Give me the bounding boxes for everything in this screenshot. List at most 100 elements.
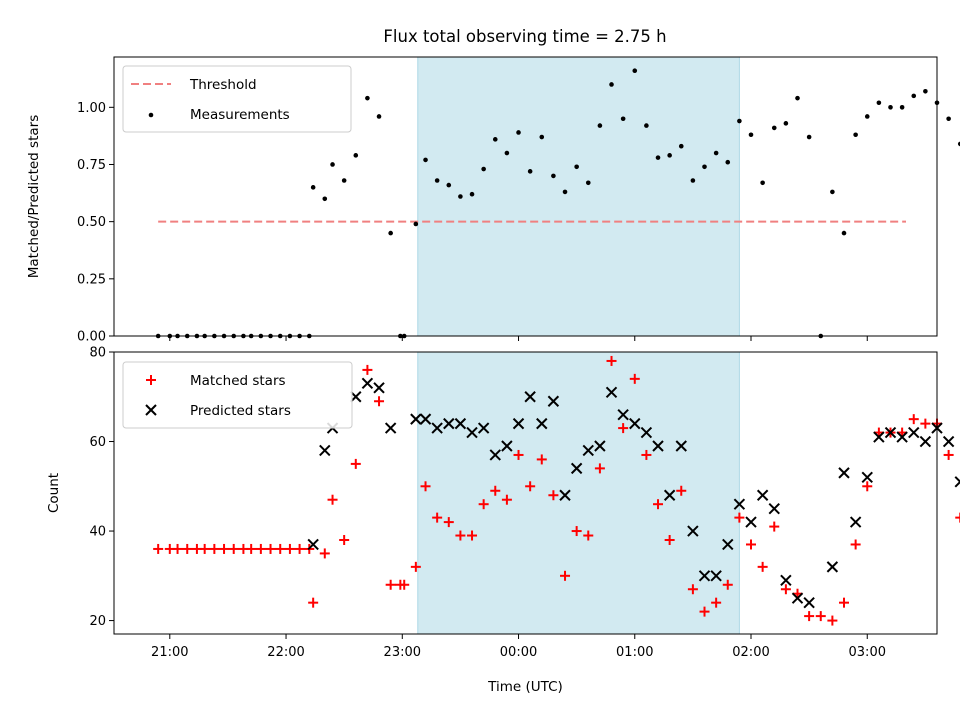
bottom-y-ticks: 20 40 60 80 [89, 346, 114, 629]
matched-star-point [908, 414, 919, 425]
measurement-point [667, 153, 672, 158]
measurement-point [481, 166, 486, 172]
predicted-star-point [884, 426, 897, 439]
matched-star-point [420, 481, 431, 492]
top-legend: Threshold Measurements [122, 65, 352, 133]
predicted-star-point [547, 395, 560, 407]
measurement-point [516, 130, 521, 135]
matched-star-point [839, 597, 850, 608]
predicted-star-point [431, 422, 443, 434]
measurement-point [446, 182, 452, 188]
figure-title: Flux total observing time = 2.75 h [383, 27, 666, 46]
predicted-star-point [733, 498, 746, 510]
matched-star-point [284, 543, 295, 554]
measurement-point [795, 95, 800, 101]
predicted-stars-points [307, 377, 960, 609]
bottom-y-axis-label: Count [46, 473, 62, 513]
measurement-point [353, 153, 359, 158]
matched-star-point [385, 579, 396, 590]
measurement-point [957, 141, 960, 147]
predicted-star-point [791, 592, 804, 604]
bottom-x-ticks: 21:00 22:00 23:00 00:00 01:00 02:00 03:00 [151, 634, 886, 660]
top-panel: 0.00 0.25 0.50 0.75 1.00 Matched/Predicted s… [26, 56, 960, 345]
matched-star-point [955, 512, 960, 523]
measurement-point [597, 123, 603, 128]
predicted-star-point [373, 382, 385, 394]
bottom-observing-window-shade [417, 351, 740, 635]
bottom-x-tick-label: 22:00 [267, 645, 304, 660]
predicted-star-point [919, 435, 932, 448]
matched-star-point [275, 543, 286, 554]
predicted-star-point [954, 476, 960, 488]
predicted-star-point [512, 417, 525, 430]
predicted-star-point [410, 413, 422, 425]
legend-threshold-label: Threshold [189, 77, 257, 93]
matched-star-point [399, 579, 410, 590]
legend-plus-marker [146, 375, 156, 385]
matched-star-point [255, 543, 266, 554]
predicted-star-point [477, 422, 490, 434]
top-y-tick-label: 0.25 [77, 272, 106, 287]
predicted-star-point [675, 440, 687, 452]
matched-star-point [815, 611, 826, 622]
predicted-star-point [896, 431, 908, 443]
measurement-point [841, 230, 847, 236]
bottom-y-tick-label: 80 [89, 346, 106, 361]
matched-star-point [618, 423, 629, 434]
predicted-star-point [687, 525, 699, 537]
predicted-star-point [629, 417, 641, 430]
top-y-tick-label: 1.00 [77, 101, 106, 116]
matched-star-point [804, 611, 815, 622]
predicted-star-point [838, 467, 850, 479]
predicted-star-point [501, 440, 513, 452]
predicted-star-point [419, 413, 432, 425]
measurement-point [771, 125, 777, 131]
measurement-point [551, 173, 556, 179]
measurement-point [830, 189, 835, 195]
measurement-point [609, 82, 614, 87]
measurement-point [923, 89, 928, 94]
top-y-tick-label: 0.50 [77, 215, 106, 230]
matched-star-point [209, 543, 220, 554]
measurement-point [632, 68, 638, 74]
matched-star-point [443, 517, 454, 528]
matched-stars-points [153, 355, 960, 626]
legend-matched-swatch [146, 375, 156, 385]
measurement-point [527, 169, 533, 174]
predicted-star-point [663, 489, 676, 501]
measurement-point [888, 105, 893, 110]
measurement-point [504, 150, 510, 156]
bottom-x-tick-label: 21:00 [151, 645, 188, 660]
measurement-point [322, 196, 328, 202]
predicted-star-point [722, 538, 734, 551]
predicted-star-point [756, 489, 769, 501]
matched-star-point [339, 535, 350, 545]
predicted-star-point [873, 431, 885, 443]
matched-star-point [501, 494, 512, 505]
predicted-star-point [384, 422, 397, 434]
matched-star-point [327, 494, 338, 505]
predicted-star-point [443, 417, 455, 430]
measurement-point [562, 189, 568, 195]
top-axes-frame [113, 56, 938, 337]
matched-star-point [606, 355, 617, 366]
matched-star-point [594, 463, 605, 474]
bottom-x-tick-label: 00:00 [500, 645, 537, 660]
matched-star-point [182, 543, 193, 554]
measurement-point [388, 230, 393, 236]
bottom-x-tick-label: 01:00 [616, 645, 653, 660]
matched-star-point [757, 561, 768, 572]
top-observing-window-shade [417, 56, 740, 337]
predicted-star-point [745, 516, 757, 528]
matched-star-point [432, 512, 443, 523]
predicted-star-point [698, 570, 711, 582]
measurement-point [423, 157, 428, 163]
predicted-star-point [908, 426, 920, 439]
predicted-star-point [861, 471, 873, 484]
matched-star-point [746, 539, 757, 550]
measurement-point [434, 178, 440, 183]
measurement-point [330, 162, 335, 167]
matched-star-point [629, 373, 640, 384]
measurement-point [341, 178, 347, 183]
predicted-star-point [524, 391, 536, 403]
